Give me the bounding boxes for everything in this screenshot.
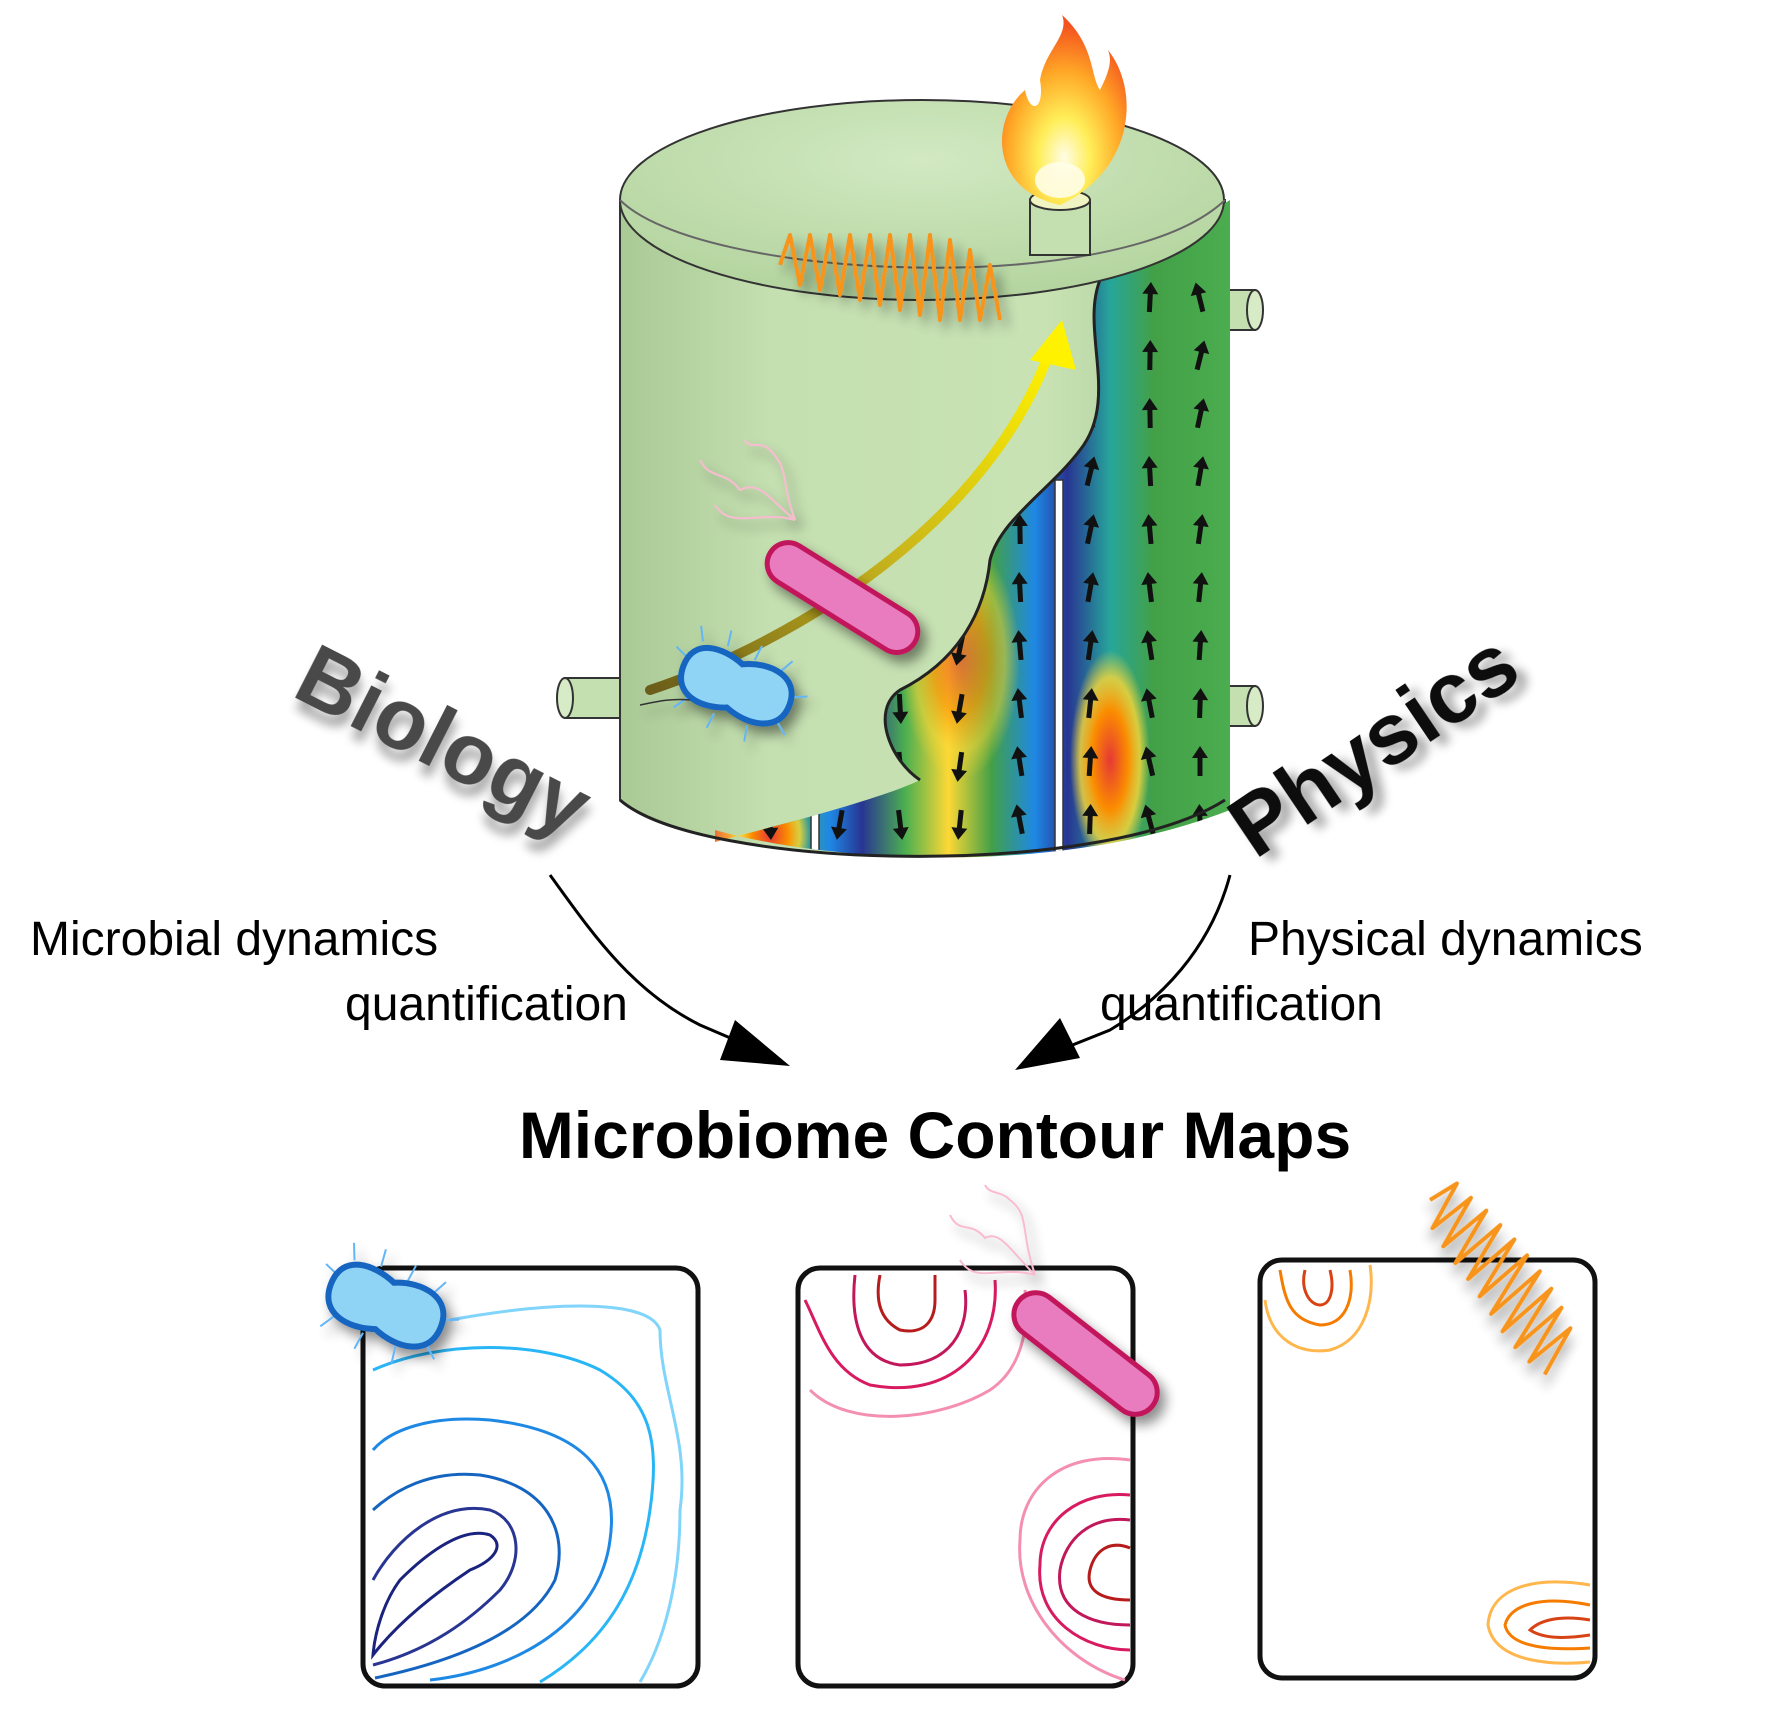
cutaway-edge	[883, 279, 1102, 782]
vector-arrow	[951, 751, 968, 782]
vector-arrow	[1082, 804, 1099, 835]
vector-arrow	[1141, 630, 1157, 661]
vector-arrow	[1011, 746, 1027, 777]
tank-top	[619, 99, 1225, 301]
microbial-dynamics-label: Microbial dynamics	[30, 913, 438, 966]
vector-arrow	[1142, 340, 1159, 371]
microbe-rod-icon	[319, 1242, 459, 1364]
vector-arrow	[1082, 746, 1099, 777]
microbe-rod-icon	[639, 625, 808, 742]
vector-arrow	[1011, 514, 1028, 545]
arrow-physics-to-maps	[1015, 874, 1232, 1070]
vector-arrow	[1190, 282, 1207, 313]
biology-label: Biology	[281, 626, 606, 855]
vector-arrow	[1011, 688, 1028, 719]
microbial-quantification-label: quantification	[345, 978, 628, 1031]
outlet-pipe-lower	[1224, 685, 1264, 727]
vector-arrow	[951, 809, 968, 840]
vector-arrow	[1193, 398, 1210, 429]
physical-dynamics-label: Physical dynamics	[1248, 913, 1643, 966]
vector-arrow	[1141, 398, 1158, 429]
flame-icon	[1002, 15, 1127, 205]
physical-quantification-label: quantification	[1100, 978, 1383, 1031]
page-title: Microbiome Contour Maps	[519, 1098, 1351, 1172]
vector-arrow	[1141, 456, 1158, 487]
vector-arrow	[1082, 688, 1099, 719]
vector-arrow	[1140, 746, 1157, 777]
vector-arrow	[1141, 514, 1158, 545]
wave-icon	[778, 233, 1002, 322]
vector-arrow	[1011, 630, 1028, 661]
vector-arrow	[892, 809, 909, 840]
vector-arrow	[1083, 456, 1100, 487]
microbe-flagellated-icon	[699, 439, 921, 655]
vector-arrow	[1192, 572, 1209, 603]
wave-icon	[1428, 1181, 1573, 1376]
vector-arrow	[1193, 340, 1210, 371]
vector-arrow	[1082, 630, 1099, 661]
contour-map-blue	[360, 1265, 701, 1689]
vector-arrow	[1083, 572, 1099, 603]
vector-arrow	[1011, 572, 1028, 603]
vector-arrow	[1141, 572, 1158, 603]
vector-arrow	[1142, 282, 1159, 313]
vector-arrow	[1011, 804, 1027, 835]
outlet-pipe-upper	[1224, 289, 1264, 331]
arrow-biology-to-maps	[548, 874, 790, 1066]
vector-arrow	[831, 809, 847, 840]
vector-arrow	[1193, 456, 1209, 487]
vector-arrow	[1192, 514, 1209, 545]
vector-arrow	[951, 693, 967, 724]
inlet-pipe-left	[556, 677, 622, 719]
microbe-flagellated-icon	[949, 1184, 1160, 1417]
vector-arrow	[1192, 630, 1209, 661]
vector-arrow	[1141, 688, 1157, 719]
vector-arrow	[1192, 688, 1209, 719]
vector-arrow	[1192, 746, 1208, 776]
vector-arrow	[1083, 514, 1100, 545]
vector-arrow	[892, 693, 909, 724]
reactor-tank	[556, 15, 1264, 858]
contour-map-orange	[1257, 1257, 1598, 1681]
physics-label: Physics	[1212, 614, 1535, 875]
